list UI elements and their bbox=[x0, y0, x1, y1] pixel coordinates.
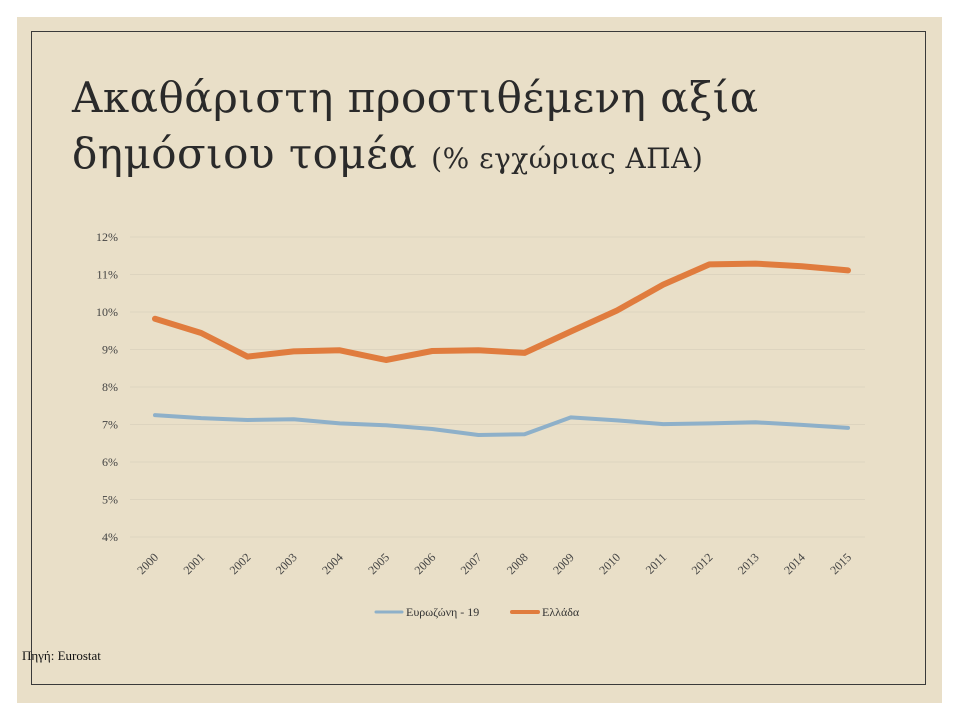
x-tick-label: 2015 bbox=[827, 550, 854, 577]
x-tick-label: 2012 bbox=[689, 550, 716, 577]
y-tick-label: 4% bbox=[102, 530, 118, 544]
chart-legend: Ευρωζώνη - 19 Ελλάδα bbox=[374, 605, 580, 619]
y-tick-label: 11% bbox=[96, 268, 118, 282]
x-tick-label: 2004 bbox=[319, 550, 346, 577]
y-tick-label: 12% bbox=[96, 230, 118, 244]
y-tick-label: 8% bbox=[102, 380, 118, 394]
source-note: Πηγή: Eurostat bbox=[22, 648, 101, 663]
slide-background bbox=[17, 17, 942, 703]
x-tick-label: 2003 bbox=[273, 550, 300, 577]
x-tick-label: 2013 bbox=[735, 550, 762, 577]
y-tick-label: 10% bbox=[96, 305, 118, 319]
series-line-greece bbox=[152, 260, 851, 363]
y-tick-label: 7% bbox=[102, 418, 118, 432]
series-line-eurozone bbox=[153, 413, 850, 437]
x-tick-label: 2000 bbox=[134, 550, 161, 577]
y-tick-label: 9% bbox=[102, 343, 118, 357]
slide-frame bbox=[31, 31, 926, 685]
slide-title: Ακαθάριστη προστιθέμενη αξία δημόσιου το… bbox=[72, 70, 852, 187]
y-tick-label: 5% bbox=[102, 493, 118, 507]
x-tick-label: 2008 bbox=[504, 550, 531, 577]
x-axis-tick-labels: 2000 2001 2002 2003 2004 2005 2006 2007 2008 2009… bbox=[134, 550, 854, 577]
title-line-2: δημόσιου τομέα bbox=[72, 129, 418, 178]
title-line-1: Ακαθάριστη προστιθέμενη αξία bbox=[72, 73, 759, 122]
x-tick-label: 2011 bbox=[643, 550, 670, 577]
x-tick-label: 2007 bbox=[458, 550, 485, 577]
x-tick-label: 2014 bbox=[781, 550, 808, 577]
x-tick-label: 2009 bbox=[550, 550, 577, 577]
chart-series-lines bbox=[152, 260, 851, 437]
x-tick-label: 2010 bbox=[596, 550, 623, 577]
x-tick-label: 2005 bbox=[365, 550, 392, 577]
title-subtitle: (% εγχώριας ΑΠΑ) bbox=[431, 142, 704, 175]
x-tick-label: 2001 bbox=[180, 550, 207, 577]
y-tick-label: 6% bbox=[102, 455, 118, 469]
legend-label: Ευρωζώνη - 19 bbox=[406, 605, 479, 619]
x-tick-label: 2006 bbox=[411, 550, 438, 577]
legend-label: Ελλάδα bbox=[542, 605, 580, 619]
x-tick-label: 2002 bbox=[227, 550, 254, 577]
chart-gridlines bbox=[130, 236, 865, 538]
y-axis-tick-labels: 4% 5% 6% 7% 8% 9% 10% 11% 12% bbox=[96, 230, 118, 544]
